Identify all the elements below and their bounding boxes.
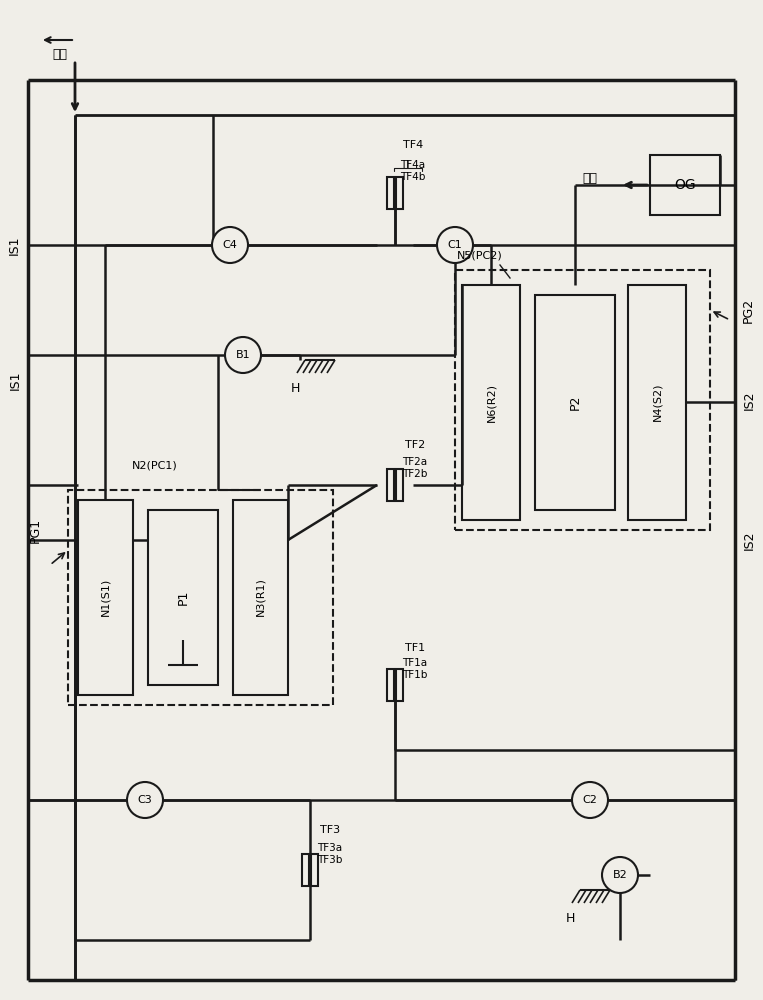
Bar (628, 285, 686, 520)
Bar (302, 854, 309, 886)
Text: TF4: TF4 (403, 140, 423, 150)
Circle shape (225, 337, 261, 373)
Circle shape (572, 782, 608, 818)
Bar (233, 500, 288, 695)
Text: IS1: IS1 (8, 370, 21, 390)
Text: N4(S2): N4(S2) (652, 383, 662, 421)
Text: C4: C4 (223, 240, 237, 250)
Text: H: H (565, 912, 575, 924)
Bar (650, 155, 720, 215)
Text: P1: P1 (176, 589, 189, 605)
Text: TF3a: TF3a (317, 843, 343, 853)
Text: TF2: TF2 (405, 440, 425, 450)
Bar (387, 669, 394, 701)
Text: N2(PC1): N2(PC1) (132, 460, 178, 470)
Text: OG: OG (674, 178, 696, 192)
Text: PG2: PG2 (742, 297, 755, 323)
Text: PG1: PG1 (28, 517, 41, 543)
Text: C2: C2 (583, 795, 597, 805)
Text: N3(R1): N3(R1) (255, 578, 265, 616)
Circle shape (127, 782, 163, 818)
Text: TF2a: TF2a (402, 457, 427, 467)
Text: TF1: TF1 (405, 643, 425, 653)
Circle shape (212, 227, 248, 263)
Circle shape (437, 227, 473, 263)
Text: TF3: TF3 (320, 825, 340, 835)
Bar (68, 490, 333, 705)
Text: C3: C3 (137, 795, 153, 805)
Text: N6(R2): N6(R2) (486, 382, 496, 422)
Text: TF1a: TF1a (402, 658, 427, 668)
Text: B1: B1 (236, 350, 250, 360)
Text: 输入: 输入 (53, 48, 67, 62)
Text: TF3b: TF3b (317, 855, 343, 865)
Bar (78, 500, 133, 695)
Bar (387, 469, 394, 501)
Text: N5(PC2): N5(PC2) (457, 250, 503, 260)
Text: C1: C1 (448, 240, 462, 250)
Text: TF1b: TF1b (402, 670, 428, 680)
Text: TF4b: TF4b (401, 172, 426, 182)
Bar (462, 285, 520, 520)
Text: IS1: IS1 (8, 235, 21, 255)
Bar (387, 177, 394, 209)
Bar (396, 669, 403, 701)
Text: TF2b: TF2b (402, 469, 428, 479)
Text: H: H (290, 381, 300, 394)
Bar (396, 177, 403, 209)
Text: IS2: IS2 (742, 530, 755, 550)
Bar (455, 270, 710, 530)
Text: IS2: IS2 (742, 390, 755, 410)
Text: TF4a: TF4a (401, 160, 426, 170)
Text: 输出: 输出 (582, 172, 597, 184)
Text: N1(S1): N1(S1) (100, 578, 110, 616)
Bar (311, 854, 318, 886)
Text: B2: B2 (613, 870, 627, 880)
Circle shape (602, 857, 638, 893)
Bar (148, 510, 218, 685)
Bar (396, 469, 403, 501)
Bar (535, 295, 615, 510)
Text: P2: P2 (568, 394, 581, 410)
